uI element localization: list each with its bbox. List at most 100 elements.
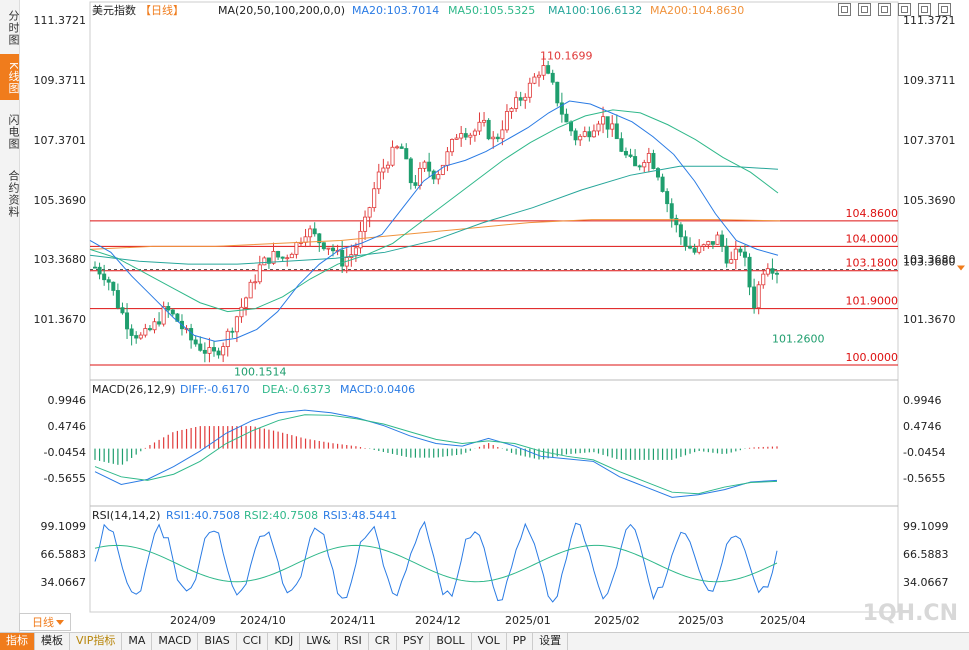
macd-value: MACD:0.0406 (340, 383, 415, 396)
candle-body (390, 146, 395, 166)
candle-body (596, 123, 601, 132)
candle-body (417, 167, 422, 186)
candlestick-chart[interactable]: 美元指数 【日线】 MA(20,50,100,200,0,0) MA20:103.70… (0, 0, 969, 632)
x-axis-label: 2024/12 (415, 614, 461, 627)
candle-body (578, 135, 583, 141)
period-select[interactable]: 日线 (19, 613, 71, 631)
toolbar-item-14[interactable]: PP (507, 633, 534, 650)
toolbar-item-1[interactable]: 模板 (35, 633, 70, 650)
candle-body (308, 228, 313, 238)
toolbar-item-3[interactable]: MA (122, 633, 153, 650)
candle-body (633, 156, 638, 167)
toolbar-item-9[interactable]: RSI (338, 633, 369, 650)
candle-body (665, 191, 670, 205)
candle-body (193, 339, 198, 345)
candle-body (742, 251, 747, 258)
candle-body (115, 290, 120, 309)
candle-body (385, 164, 390, 169)
toolbar-item-8[interactable]: LW& (300, 633, 338, 650)
toolbar-item-2[interactable]: VIP指标 (70, 633, 123, 650)
candle-body (651, 153, 656, 169)
candle-body (363, 216, 368, 232)
zoom-in-icon[interactable] (858, 3, 871, 16)
candle-body (477, 121, 482, 132)
candle-body (459, 133, 464, 139)
toolbar-item-15[interactable]: 设置 (533, 633, 569, 650)
tab-2[interactable]: 闪电图 (7, 114, 20, 150)
candle-body (729, 259, 734, 264)
candle-body (614, 123, 619, 140)
candle-body (738, 248, 743, 253)
rsi-tick-label-right: 34.0667 (903, 576, 949, 589)
candle-body (436, 174, 441, 180)
x-axis-label: 2025/04 (760, 614, 806, 627)
candle-body (445, 151, 450, 166)
candle-body (660, 176, 665, 192)
x-axis-label: 2024/10 (240, 614, 286, 627)
move-icon[interactable] (838, 3, 851, 16)
toolbar-item-7[interactable]: KDJ (268, 633, 301, 650)
high-annotation: 110.1699 (540, 49, 593, 62)
toolbar-item-0[interactable]: 指标 (0, 633, 35, 650)
macd-diff: DIFF:-0.6170 (180, 383, 250, 396)
candle-body (775, 272, 780, 275)
price-tick-label-right: 103.3680 (903, 253, 956, 266)
toolbar-item-5[interactable]: BIAS (198, 633, 237, 650)
candle-body (518, 97, 523, 101)
candle-body (358, 230, 363, 249)
indicator-toolbar: 指标 模板 VIP指标 MA MACD BIAS CCI KDJ LW& RSI CR PSY BOLL… (0, 632, 969, 650)
zoom-out-icon[interactable] (878, 3, 891, 16)
candle-body (404, 148, 409, 160)
fit-icon[interactable] (898, 3, 911, 16)
candle-body (331, 247, 336, 252)
rsi-tick-label-right: 99.1099 (903, 520, 949, 533)
candle-body (427, 161, 432, 172)
level-label: 104.0000 (846, 232, 899, 245)
tab-1[interactable]: K线图 (0, 54, 20, 100)
candle-body (527, 82, 532, 98)
candle-body (559, 102, 564, 115)
candle-body (239, 306, 244, 318)
rsi2-value: RSI2:40.7508 (244, 509, 318, 522)
candle-body (587, 131, 592, 138)
candle-body (395, 146, 400, 149)
candle-body (134, 335, 139, 339)
candle-body (541, 65, 546, 76)
rsi1-value: RSI1:40.7508 (166, 509, 240, 522)
candle-body (724, 245, 729, 264)
tab-0[interactable]: 分时图 (7, 10, 20, 46)
toolbar-item-12[interactable]: BOLL (430, 633, 472, 650)
candle-body (720, 234, 725, 247)
candle-body (271, 250, 276, 264)
candle-body (111, 281, 116, 291)
candle-body (372, 188, 377, 209)
candle-body (280, 256, 285, 259)
settings-icon[interactable] (918, 3, 931, 16)
level-label: 101.9000 (846, 295, 899, 308)
toolbar-item-10[interactable]: CR (369, 633, 398, 650)
candle-body (408, 158, 413, 184)
price-tick-label-right: 105.3690 (903, 194, 956, 207)
rsi1-line (94, 520, 778, 603)
fullscreen-icon[interactable] (938, 3, 951, 16)
candle-body (765, 268, 770, 275)
toolbar-item-4[interactable]: MACD (152, 633, 199, 650)
toolbar-item-11[interactable]: PSY (397, 633, 431, 650)
rsi3-value: RSI3:48.5441 (323, 509, 397, 522)
macd-tick-label-right: 0.4746 (903, 420, 942, 433)
candle-body (761, 273, 766, 286)
candle-body (367, 207, 372, 218)
candle-body (532, 76, 537, 84)
candle-body (413, 182, 418, 186)
macd-tick-label-right: 0.9946 (903, 394, 942, 407)
period-tag: 【日线】 (140, 3, 184, 17)
toolbar-item-13[interactable]: VOL (472, 633, 507, 650)
toolbar-item-6[interactable]: CCI (237, 633, 269, 650)
candle-body (495, 136, 500, 140)
tab-3[interactable]: 合约资料 (7, 170, 20, 218)
candle-body (216, 350, 221, 356)
candle-body (138, 334, 143, 339)
rsi-title: RSI(14,14,2) (92, 509, 160, 522)
candle-body (353, 247, 358, 256)
